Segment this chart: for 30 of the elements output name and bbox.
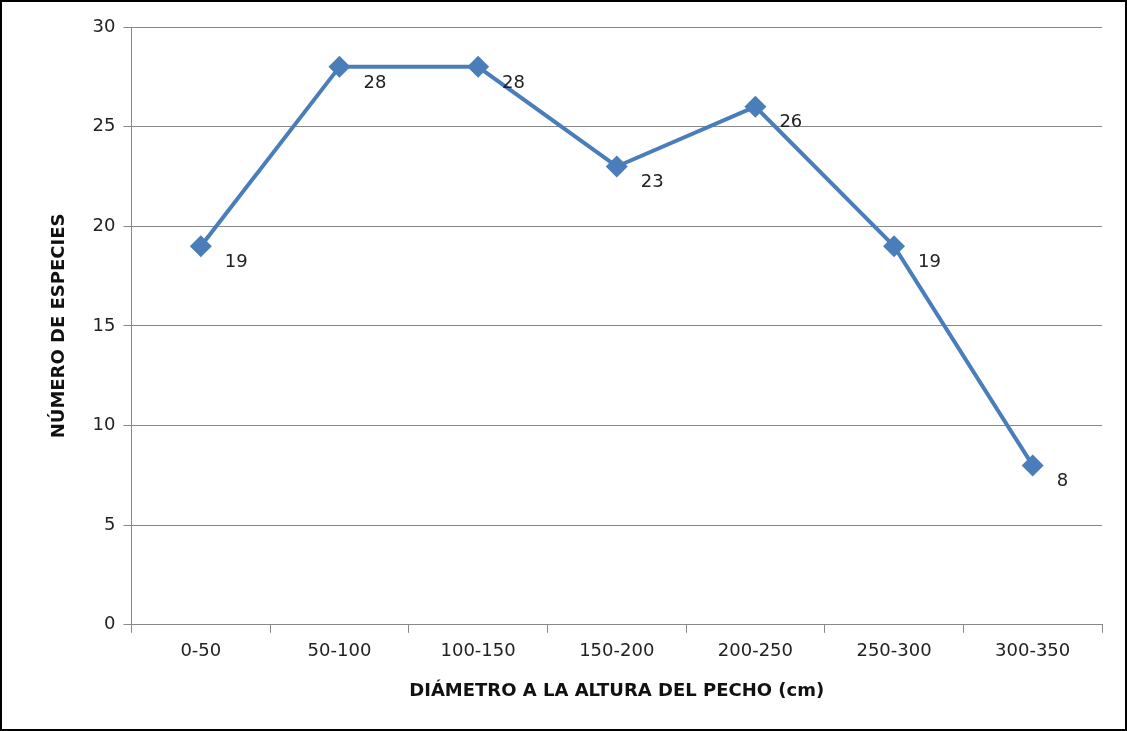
point — [883, 235, 906, 258]
y-tick-label: 5 — [104, 512, 116, 534]
x-tick-label: 300-350 — [995, 639, 1071, 661]
data-label: 28 — [502, 70, 526, 92]
y-tick-label: 15 — [92, 313, 116, 335]
data-label: 19 — [224, 249, 248, 271]
data-label: 23 — [640, 170, 664, 192]
point — [744, 95, 767, 118]
point — [467, 55, 490, 78]
x-tick-label: 50-100 — [307, 639, 372, 661]
x-tick-label: 150-200 — [579, 639, 655, 661]
y-tick-label: 25 — [92, 114, 116, 136]
y-tick-label: 10 — [92, 413, 116, 435]
x-tick-label: 250-300 — [856, 639, 932, 661]
x-tick-label: 0-50 — [180, 639, 222, 661]
x-tick-label: 100-150 — [440, 639, 516, 661]
y-axis-title: NÚMERO DE ESPECIES — [47, 213, 69, 439]
data-label: 19 — [918, 249, 941, 271]
point — [328, 55, 351, 78]
data-label: 8 — [1056, 469, 1069, 491]
point — [1021, 454, 1044, 477]
point — [189, 235, 212, 258]
data-label: 28 — [363, 70, 387, 92]
y-tick-label: 20 — [92, 213, 116, 235]
x-tick-label: 200-250 — [717, 639, 793, 661]
y-tick-label: 30 — [92, 14, 116, 36]
point — [605, 155, 628, 178]
y-tick-label: 0 — [104, 612, 116, 634]
data-label: 26 — [779, 110, 803, 132]
x-axis-title: DIÁMETRO A LA ALTURA DEL PECHO (cm) — [409, 678, 825, 700]
